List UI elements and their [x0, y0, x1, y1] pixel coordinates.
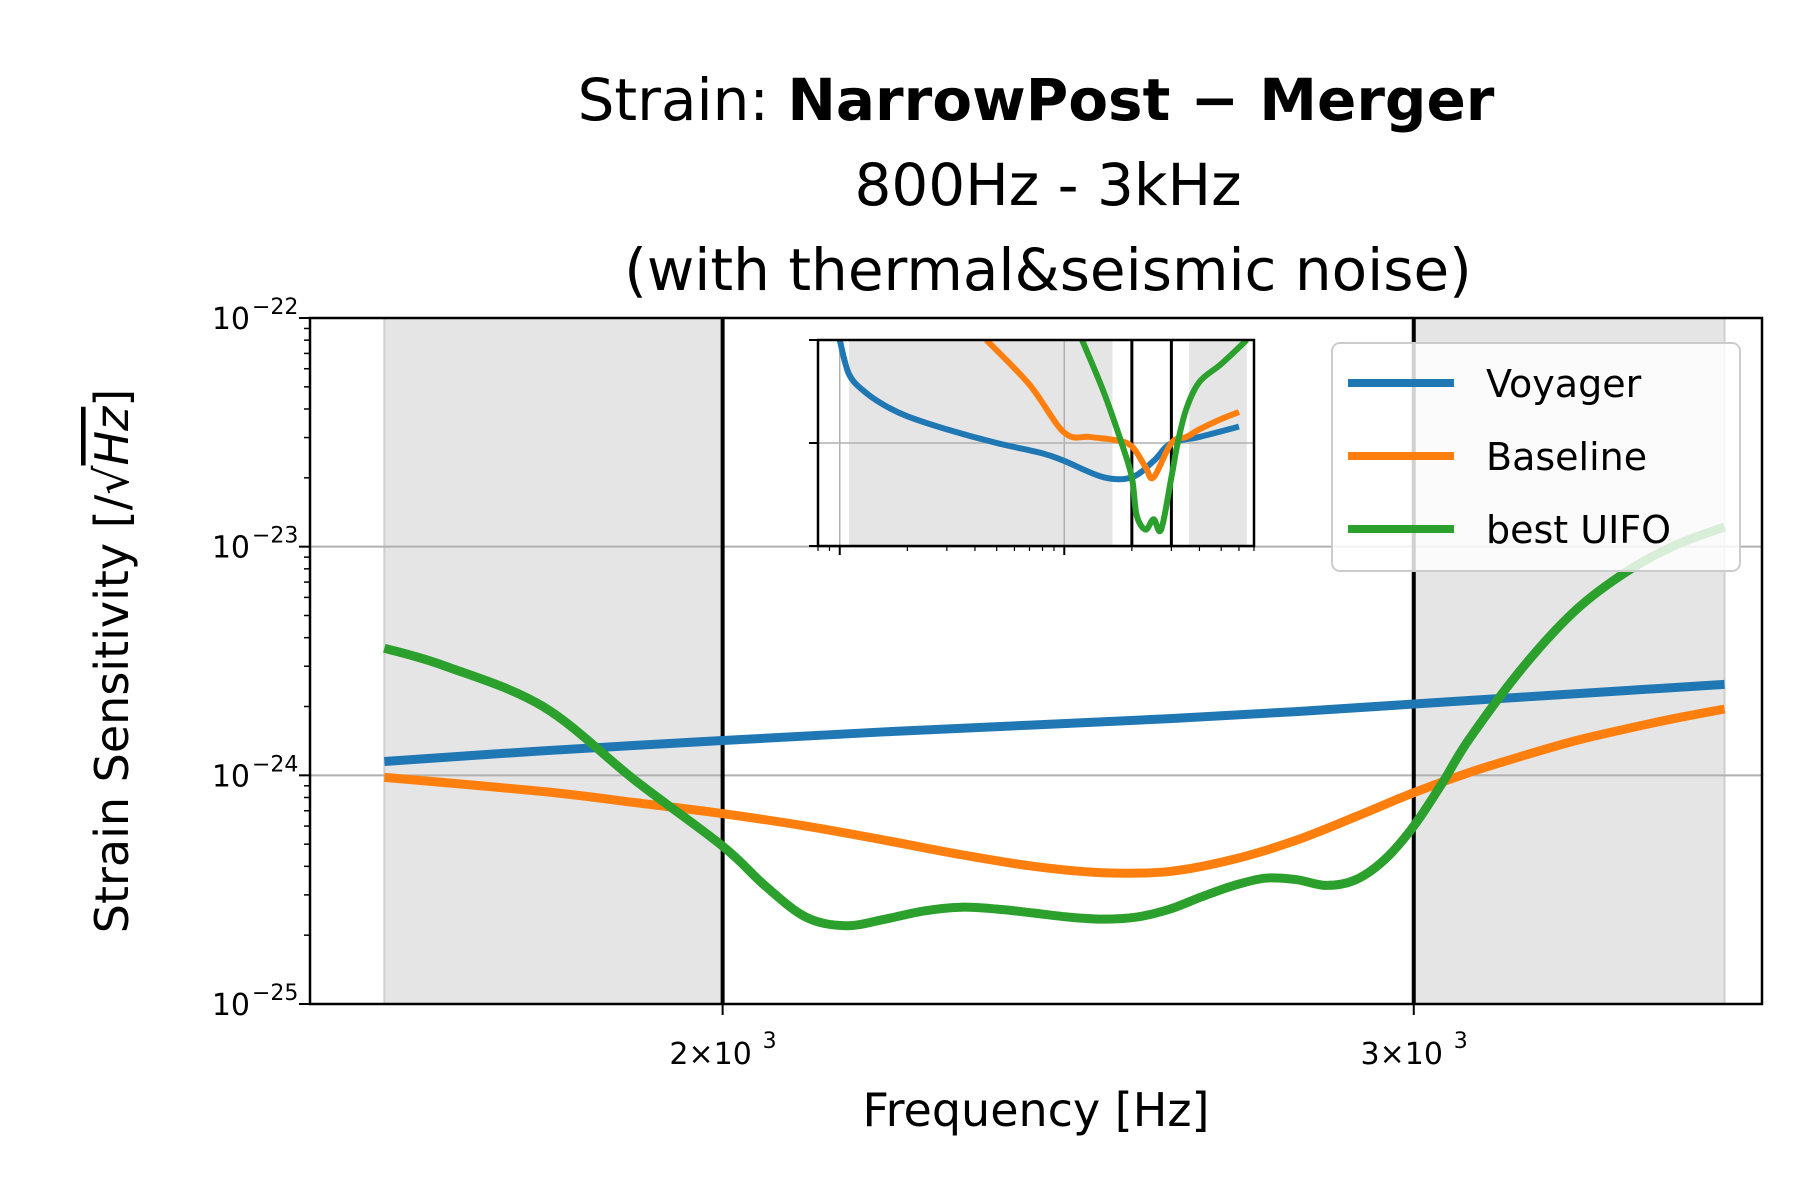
chart-title-prefix: Strain:	[578, 66, 788, 134]
y-tick-label-exponent: −23	[252, 524, 298, 549]
y-axis-label-unit: Hz	[85, 406, 139, 466]
inset-plot	[809, 338, 1256, 555]
chart-subtitle-range: 800Hz - 3kHz	[854, 151, 1241, 219]
y-tick-label-exponent: −22	[252, 295, 298, 320]
main-series-lines	[383, 522, 1727, 931]
chart-title: Strain: NarrowPost − Merger	[578, 66, 1495, 134]
legend: Voyager Baseline best UIFO	[1331, 342, 1741, 572]
inset-series-line-baseline	[984, 340, 1241, 482]
y-axis-label-suffix: ]	[85, 389, 139, 407]
y-axis-label: Strain Sensitivity [/√Hz]	[85, 389, 139, 933]
series-line-voyager	[384, 679, 1725, 766]
chart-subtitle-noise: (with thermal&seismic noise)	[624, 236, 1472, 304]
y-tick-label: 10	[212, 988, 250, 1023]
legend-box	[1331, 342, 1741, 572]
inset-series-line-best-uifo	[1079, 340, 1249, 535]
x-tick-label: 3×10	[1361, 1037, 1443, 1072]
y-tick-label-exponent: −24	[252, 752, 298, 777]
y-tick-label: 10	[212, 531, 250, 566]
series-line-best-uifo	[383, 522, 1727, 931]
legend-label-voyager: Voyager	[1486, 362, 1642, 406]
y-tick-label-exponent: −25	[252, 981, 298, 1006]
y-axis-label-prefix: Strain Sensitivity [/	[85, 494, 139, 933]
x-axis-label: Frequency [Hz]	[863, 1083, 1210, 1137]
sqrt-symbol: √	[85, 465, 139, 495]
legend-label-baseline: Baseline	[1486, 435, 1647, 479]
series-line-baseline	[383, 704, 1726, 878]
x-tick-label-exponent: 3	[1454, 1029, 1468, 1054]
main-axes-frame	[308, 316, 1764, 1006]
x-tick-label-exponent: 3	[763, 1029, 777, 1054]
inset-series-lines	[836, 340, 1249, 535]
chart-title-bold: NarrowPost − Merger	[787, 66, 1494, 134]
legend-label-best-uifo: best UIFO	[1486, 508, 1671, 552]
svg-text:Strain Sensitivity [/√Hz]: Strain Sensitivity [/√Hz]	[85, 389, 139, 933]
y-tick-label: 10	[212, 302, 250, 337]
inset-axes	[809, 338, 1256, 555]
x-tick-label: 2×10	[669, 1037, 751, 1072]
y-tick-label: 10	[212, 759, 250, 794]
